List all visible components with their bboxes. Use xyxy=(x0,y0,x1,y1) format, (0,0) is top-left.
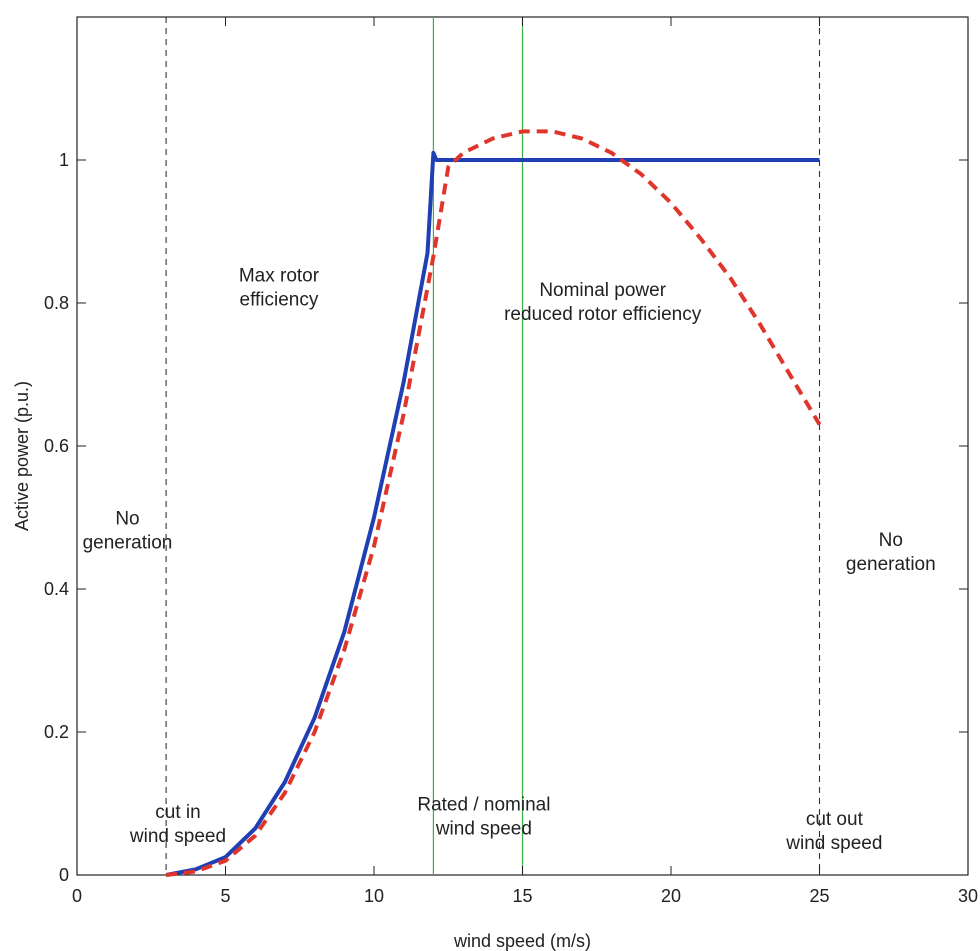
annotation-line: Rated / nominal xyxy=(417,795,550,816)
series-dashed-line xyxy=(165,129,822,877)
annotation-label: Max rotor efficiency xyxy=(239,266,320,311)
y-tick-label: 0.4 xyxy=(44,579,69,599)
x-tick-label: 10 xyxy=(364,886,384,906)
y-tick-label: 0 xyxy=(59,865,69,885)
y-axis-label: Active power (p.u.) xyxy=(12,381,32,531)
vertical-lines xyxy=(165,17,821,875)
annotation-line: cut out xyxy=(806,809,864,830)
x-tick-label: 5 xyxy=(220,886,230,906)
y-tick-label: 1 xyxy=(59,150,69,170)
annotation-line: Nominal power xyxy=(539,280,666,301)
annotation-line: cut in xyxy=(155,802,200,823)
y-tick-label: 0.8 xyxy=(44,293,69,313)
annotation-line: wind speed xyxy=(129,826,226,847)
annotation-label: Nominal power reduced rotor efficiency xyxy=(504,280,702,325)
x-tick-label: 15 xyxy=(512,886,532,906)
annotation-label: No generation xyxy=(83,509,173,554)
annotation-label: cut in wind speed xyxy=(129,802,226,847)
ticks: 0 5 10 15 20 25 30 0 0.2 0.4 0.6 0.8 1 xyxy=(44,17,978,906)
y-tick-label: 0.2 xyxy=(44,722,69,742)
annotation-line: wind speed xyxy=(785,833,882,854)
annotation-line: No xyxy=(115,509,139,530)
annotation-line: No xyxy=(879,530,903,551)
annotation-label: Rated / nominal wind speed xyxy=(417,795,550,840)
annotation-line: generation xyxy=(846,554,936,575)
series-solid-line xyxy=(165,150,820,877)
x-axis-label: wind speed (m/s) xyxy=(453,931,591,951)
series-layer xyxy=(165,129,822,877)
annotation-line: wind speed xyxy=(435,819,532,840)
x-tick-label: 30 xyxy=(958,886,978,906)
annotation-label: No generation xyxy=(846,530,936,575)
x-tick-label: 0 xyxy=(72,886,82,906)
annotations: No generation Max rotor efficiency Nominal p… xyxy=(83,266,936,854)
annotation-line: Max rotor xyxy=(239,266,320,287)
annotation-line: generation xyxy=(83,533,173,554)
x-tick-label: 25 xyxy=(809,886,829,906)
annotation-label: cut out wind speed xyxy=(785,809,882,854)
annotation-line: reduced rotor efficiency xyxy=(504,304,702,325)
y-tick-label: 0.6 xyxy=(44,436,69,456)
annotation-line: efficiency xyxy=(240,290,319,311)
x-tick-label: 20 xyxy=(661,886,681,906)
